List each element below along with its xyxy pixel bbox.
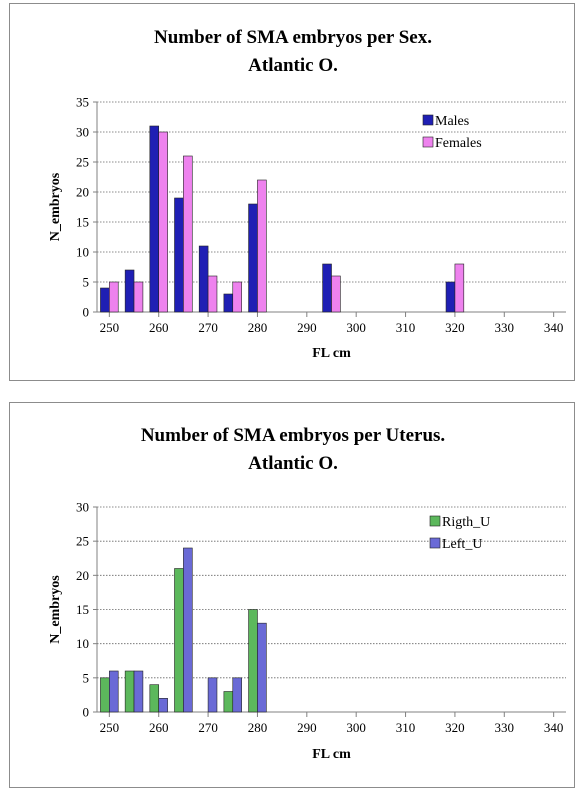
y-tick-label-5: 5 xyxy=(83,275,90,290)
y-tick-label-20: 20 xyxy=(76,185,89,200)
bar-males-295 xyxy=(322,263,332,313)
bar-females-255 xyxy=(133,281,144,313)
legend-swatch-females xyxy=(422,136,434,148)
chart-uterus: Number of SMA embryos per Uterus. Atlanti… xyxy=(9,402,575,788)
bar-females-270 xyxy=(207,275,218,313)
y-tick-label-0: 0 xyxy=(83,305,90,320)
bar-rigth-u-265 xyxy=(174,568,184,713)
x-axis-title: FL cm xyxy=(312,747,351,762)
legend-swatch-rigth-u xyxy=(429,515,441,527)
bar-females-250 xyxy=(109,281,119,313)
x-tick-label-300: 300 xyxy=(346,720,366,735)
legend-label-rigth-u: Rigth_U xyxy=(442,515,490,530)
legend-label-females: Females xyxy=(435,136,482,151)
bar-rigth-u-280 xyxy=(248,609,258,713)
y-tick-label-25: 25 xyxy=(76,534,89,549)
chart-title-line-1: Number of SMA embryos per Uterus. xyxy=(141,425,445,446)
x-tick-label-270: 270 xyxy=(198,720,218,735)
y-tick-label-25: 25 xyxy=(76,155,89,170)
bar-left-u-260 xyxy=(158,698,168,713)
x-tick-label-270: 270 xyxy=(198,320,218,335)
y-axis-title: N_embryos xyxy=(48,575,63,644)
bar-males-255 xyxy=(124,269,135,313)
bar-left-u-280 xyxy=(257,622,267,713)
chart-title-line-2: Atlantic O. xyxy=(248,55,338,76)
bar-males-265 xyxy=(174,197,184,313)
y-tick-label-35: 35 xyxy=(76,95,89,110)
x-tick-label-250: 250 xyxy=(100,720,120,735)
legend-label-males: Males xyxy=(435,114,469,129)
bar-left-u-265 xyxy=(183,547,193,713)
bar-rigth-u-275 xyxy=(223,691,234,713)
chart-title-line-2: Atlantic O. xyxy=(248,453,338,474)
bar-females-260 xyxy=(158,131,168,313)
bar-males-270 xyxy=(198,245,209,313)
x-tick-label-280: 280 xyxy=(248,320,268,335)
y-tick-label-10: 10 xyxy=(76,245,89,260)
x-tick-label-330: 330 xyxy=(495,320,515,335)
x-tick-label-340: 340 xyxy=(544,720,564,735)
bar-left-u-270 xyxy=(207,677,218,713)
bar-females-265 xyxy=(183,155,193,313)
chart-sex-svg: Number of SMA embryos per Sex. Atlantic O… xyxy=(48,27,566,361)
bar-females-295 xyxy=(331,275,341,313)
y-axis-title: N_embryos xyxy=(48,172,63,241)
bar-left-u-275 xyxy=(232,677,242,713)
x-tick-label-290: 290 xyxy=(297,720,317,735)
y-tick-label-5: 5 xyxy=(83,670,90,685)
y-tick-label-20: 20 xyxy=(76,568,89,583)
x-tick-label-260: 260 xyxy=(149,720,169,735)
x-tick-label-320: 320 xyxy=(445,720,465,735)
x-tick-label-280: 280 xyxy=(248,720,268,735)
chart-uterus-svg: Number of SMA embryos per Uterus. Atlanti… xyxy=(48,425,566,762)
bar-males-250 xyxy=(100,287,110,313)
bar-rigth-u-255 xyxy=(124,670,135,713)
legend-label-left-u: Left_U xyxy=(442,537,482,552)
bar-males-275 xyxy=(223,293,234,313)
legend-swatch-left-u xyxy=(429,537,441,549)
bar-males-320 xyxy=(445,281,456,313)
x-tick-label-340: 340 xyxy=(544,320,564,335)
y-tick-label-0: 0 xyxy=(83,705,90,720)
x-tick-label-250: 250 xyxy=(100,320,120,335)
bar-females-280 xyxy=(257,179,267,313)
x-tick-label-320: 320 xyxy=(445,320,465,335)
bar-rigth-u-250 xyxy=(100,677,110,713)
x-tick-label-310: 310 xyxy=(396,320,416,335)
y-tick-label-30: 30 xyxy=(76,125,89,140)
bar-left-u-255 xyxy=(133,670,144,713)
legend-swatch-males xyxy=(422,114,434,126)
x-tick-label-310: 310 xyxy=(396,720,416,735)
x-tick-label-260: 260 xyxy=(149,320,169,335)
chart-sex: Number of SMA embryos per Sex. Atlantic O… xyxy=(9,3,575,381)
x-tick-label-290: 290 xyxy=(297,320,317,335)
bar-rigth-u-260 xyxy=(149,684,160,713)
y-tick-label-10: 10 xyxy=(76,636,89,651)
bar-left-u-250 xyxy=(109,670,119,713)
bar-males-280 xyxy=(248,203,258,313)
chart-title-line-1: Number of SMA embryos per Sex. xyxy=(154,27,432,48)
bar-females-320 xyxy=(454,263,465,313)
y-tick-label-30: 30 xyxy=(76,500,89,515)
x-tick-label-300: 300 xyxy=(346,320,366,335)
y-tick-label-15: 15 xyxy=(76,602,89,617)
x-tick-label-330: 330 xyxy=(495,720,515,735)
bar-males-260 xyxy=(149,125,160,313)
x-axis-title: FL cm xyxy=(312,346,351,361)
y-tick-label-15: 15 xyxy=(76,215,89,230)
bar-females-275 xyxy=(232,281,242,313)
